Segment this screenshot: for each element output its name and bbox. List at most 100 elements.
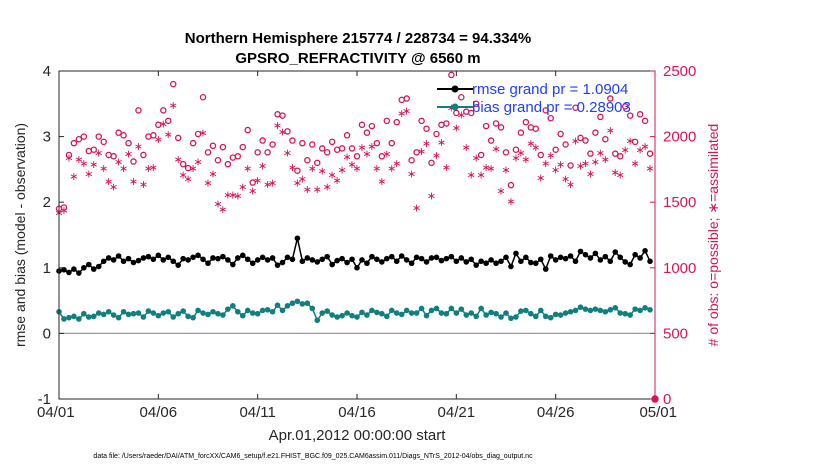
- assimilated-obs-point: ∗: [377, 175, 386, 188]
- possible-obs-point: [224, 160, 232, 168]
- bias-point: [324, 308, 331, 314]
- rmse-point: [498, 258, 504, 265]
- assimilated-obs-point: ∗: [417, 145, 426, 158]
- bias-point: [110, 312, 117, 318]
- bias-point: [339, 312, 345, 319]
- rmse-point: [100, 258, 107, 265]
- rmse-point: [180, 255, 186, 262]
- bias-point: [438, 310, 445, 316]
- bias-point: [508, 315, 514, 322]
- bias-point: [413, 310, 420, 316]
- bias-point: [602, 308, 609, 315]
- possible-obs-point: [512, 146, 520, 153]
- assimilated-obs-point: ∗: [174, 153, 183, 166]
- assimilated-obs-point: ∗: [596, 146, 605, 159]
- bias-point: [423, 312, 430, 319]
- assimilated-obs-point: ∗: [402, 104, 411, 117]
- rmse-point: [235, 255, 241, 261]
- bias-point: [145, 308, 152, 314]
- bias-point: [230, 303, 236, 309]
- possible-obs-point: [299, 139, 306, 147]
- rmse-point: [458, 255, 465, 261]
- possible-obs-point: [244, 126, 251, 134]
- bias-point: [190, 314, 196, 321]
- rmse-point: [299, 258, 306, 265]
- bias-point: [627, 312, 633, 318]
- bias-point: [195, 307, 201, 314]
- assimilated-obs-point: ∗: [114, 156, 123, 169]
- assimilated-obs-point: ∗: [571, 135, 580, 148]
- bias-point: [210, 308, 216, 315]
- possible-obs-point: [160, 107, 167, 114]
- rmse-point: [403, 257, 410, 263]
- bias-point: [518, 308, 524, 314]
- rmse-point: [71, 266, 77, 272]
- y-right-tick-label: 1500: [663, 194, 696, 211]
- possible-obs-point: [388, 139, 396, 147]
- bias-point: [537, 307, 544, 314]
- plot-layer: ∗∗∗∗∗∗∗∗∗∗∗∗∗∗∗∗∗∗∗∗∗∗∗∗∗∗∗∗∗∗∗∗∗∗∗∗∗∗∗∗…: [54, 71, 659, 403]
- rmse-point: [533, 260, 539, 267]
- assimilated-obs-point: ∗: [124, 148, 133, 161]
- possible-obs-point: [641, 117, 649, 125]
- assimilated-obs-point: ∗: [506, 195, 515, 208]
- assimilated-obs-point: ∗: [606, 124, 615, 137]
- possible-obs-point: [448, 71, 455, 79]
- bias-point: [562, 310, 569, 316]
- y-left-tick-label: 1: [43, 260, 51, 277]
- rmse-point: [587, 255, 594, 261]
- bias-point: [617, 310, 624, 316]
- rmse-point: [423, 259, 430, 265]
- x-axis-label: Apr.01,2012 00:00:00 start: [269, 427, 447, 444]
- assimilated-obs-point: ∗: [526, 137, 535, 150]
- bias-point: [349, 312, 355, 319]
- assimilated-obs-point: ∗: [576, 159, 585, 172]
- bias-point: [130, 310, 137, 317]
- assimilated-obs-point: ∗: [283, 146, 292, 159]
- possible-obs-point: [130, 158, 137, 165]
- bias-point: [274, 302, 281, 308]
- rmse-point: [627, 261, 633, 268]
- legend: rmse grand pr = 1.0904 bias grand pr = 0…: [437, 81, 631, 116]
- possible-obs-point: [572, 104, 579, 111]
- assimilated-obs-point: ∗: [308, 162, 317, 175]
- rmse-point: [155, 252, 162, 259]
- bias-point: [622, 310, 628, 317]
- rmse-point: [503, 254, 509, 261]
- assimilated-obs-point: ∗: [188, 162, 197, 175]
- assimilated-obs-point: ∗: [347, 158, 356, 171]
- possible-obs-point: [155, 121, 162, 129]
- assimilated-obs-point: ∗: [462, 141, 471, 154]
- possible-obs-point: [582, 137, 589, 144]
- assimilated-obs-point: ∗: [129, 175, 138, 188]
- possible-obs-point: [65, 151, 73, 159]
- assimilated-obs-point: ∗: [213, 198, 222, 211]
- possible-obs-point: [120, 132, 127, 139]
- bias-point: [453, 310, 460, 316]
- rmse-point: [547, 253, 554, 259]
- possible-obs-point: [214, 156, 222, 164]
- footer-datafile: data file: /Users/raeder/DAI/ATM_forcXX/…: [93, 453, 533, 460]
- assimilated-obs-point: ∗: [635, 144, 644, 157]
- possible-obs-point: [458, 93, 465, 101]
- y-right-tick-label: 0: [663, 391, 671, 408]
- rmse-point: [225, 257, 231, 263]
- possible-obs-point: [612, 150, 619, 157]
- assimilated-obs-point: ∗: [616, 169, 625, 182]
- bias-point: [448, 305, 455, 312]
- rmse-point: [304, 255, 311, 261]
- rmse-point: [602, 253, 609, 260]
- bias-point: [215, 310, 221, 317]
- possible-obs-point: [219, 143, 227, 151]
- rmse-point: [239, 252, 246, 259]
- rmse-point: [339, 255, 345, 262]
- rmse-point: [413, 254, 420, 261]
- bias-point: [314, 317, 321, 324]
- possible-obs-point: [165, 117, 172, 125]
- assimilated-obs-point: ∗: [278, 125, 287, 138]
- bias-point: [433, 305, 440, 312]
- assimilated-obs-point: ∗: [486, 162, 495, 175]
- rmse-point: [76, 270, 82, 276]
- rmse-point: [244, 256, 251, 263]
- assimilated-obs-point: ∗: [566, 178, 575, 191]
